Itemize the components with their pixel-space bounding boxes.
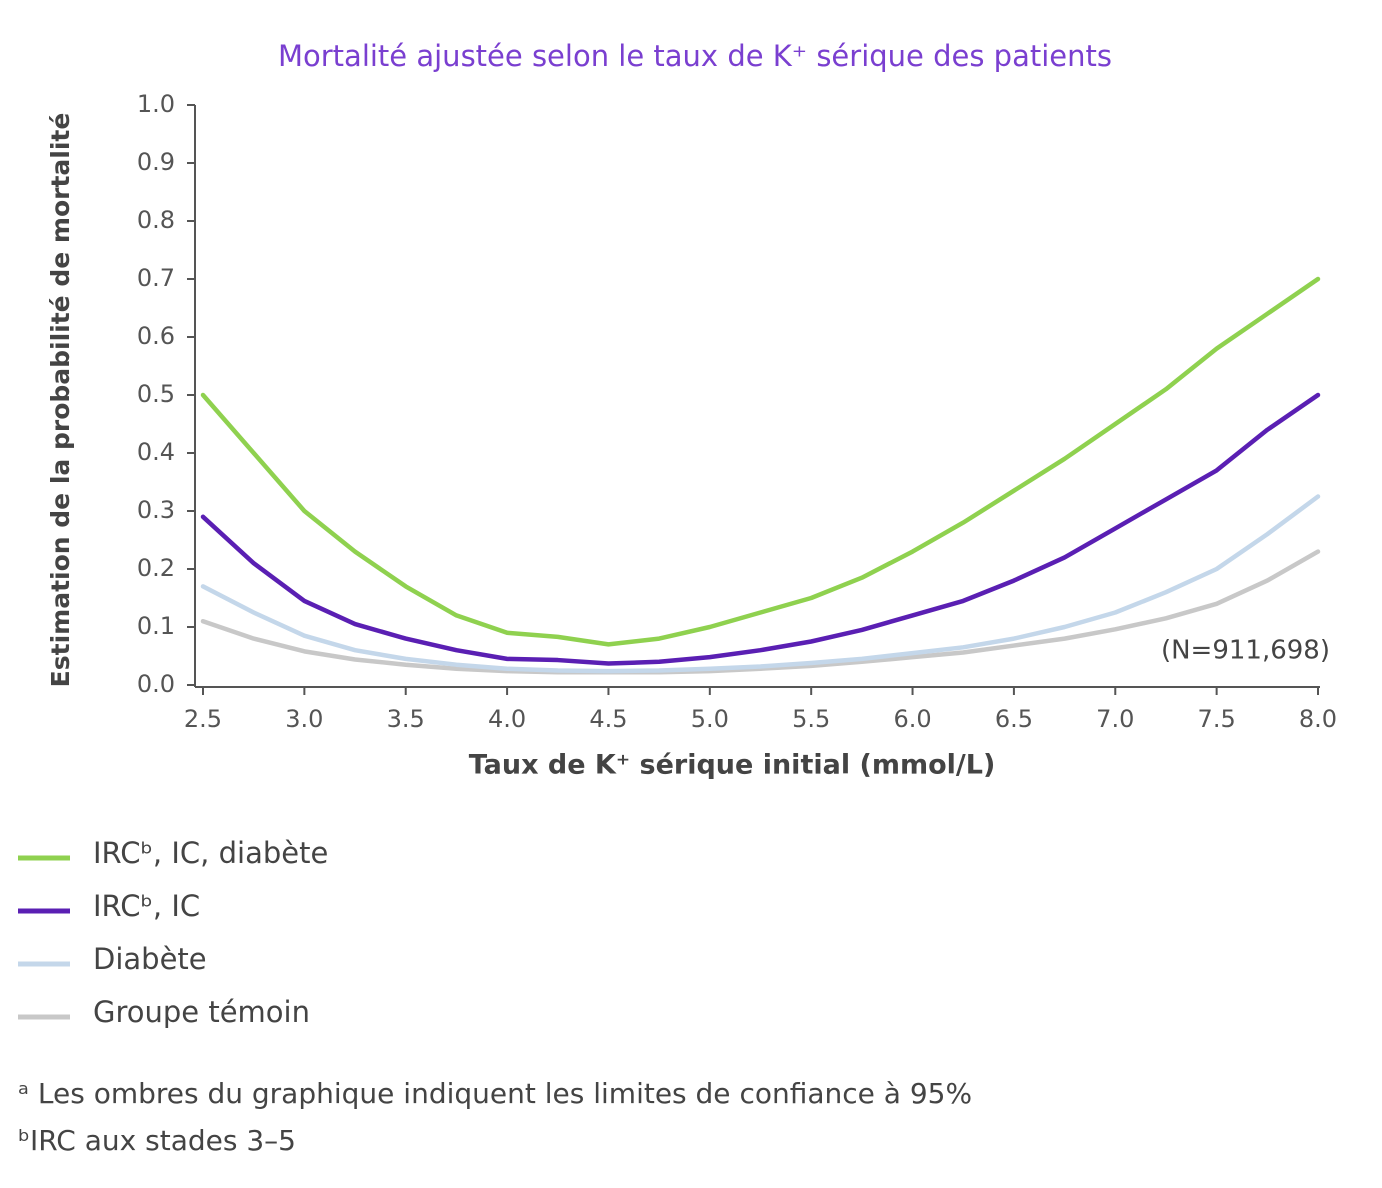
- y-tick-label: 0.1: [137, 612, 175, 640]
- footnote: ᵃ Les ombres du graphique indiquent les …: [18, 1077, 972, 1110]
- y-axis-label: Estimation de la probabilité de mortalit…: [46, 113, 75, 688]
- footnote: ᵇIRC aux stades 3–5: [18, 1124, 296, 1157]
- annotation: (N=911,698): [1161, 636, 1330, 666]
- x-tick-label: 3.5: [387, 705, 425, 733]
- x-tick-label: 7.0: [1096, 705, 1134, 733]
- series-line: [200, 494, 1321, 674]
- y-tick-label: 0.9: [137, 148, 175, 176]
- y-tick-label: 0.7: [137, 264, 175, 292]
- y-tick-label: 0.2: [137, 554, 175, 582]
- x-tick-label: 4.0: [488, 705, 526, 733]
- x-tick-label: 5.0: [691, 705, 729, 733]
- legend-label: Diabète: [93, 942, 207, 976]
- x-tick-label: 7.5: [1198, 705, 1236, 733]
- x-tick-label: 6.5: [995, 705, 1033, 733]
- series-line: [200, 276, 1321, 647]
- series-line: [200, 549, 1321, 675]
- legend-label: IRCᵇ, IC, diabète: [93, 836, 328, 870]
- y-tick-label: 0.5: [137, 380, 175, 408]
- y-tick-label: 0.4: [137, 438, 175, 466]
- x-tick-label: 6.0: [893, 705, 931, 733]
- x-tick-label: 8.0: [1299, 705, 1337, 733]
- x-tick-label: 3.0: [285, 705, 323, 733]
- x-axis-label: Taux de K⁺ sérique initial (mmol/L): [469, 750, 996, 781]
- legend-label: IRCᵇ, IC: [93, 889, 200, 923]
- chart-title: Mortalité ajustée selon le taux de K⁺ sé…: [278, 39, 1112, 73]
- y-tick-label: 0.3: [137, 496, 175, 524]
- series-line: [200, 392, 1321, 666]
- x-tick-label: 2.5: [184, 705, 222, 733]
- y-tick-label: 0.6: [137, 322, 175, 350]
- y-tick-label: 1.0: [137, 90, 175, 118]
- y-tick-label: 0.0: [137, 670, 175, 698]
- x-tick-label: 4.5: [589, 705, 627, 733]
- x-tick-label: 5.5: [792, 705, 830, 733]
- legend-label: Groupe témoin: [93, 995, 310, 1029]
- y-tick-label: 0.8: [137, 206, 175, 234]
